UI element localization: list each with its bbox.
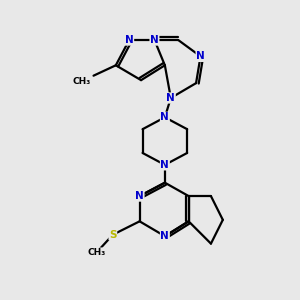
Text: N: N: [150, 35, 159, 45]
Text: S: S: [109, 230, 117, 240]
Text: N: N: [167, 93, 175, 103]
Text: N: N: [160, 231, 169, 241]
Text: N: N: [196, 51, 205, 62]
Text: N: N: [160, 112, 169, 122]
Text: CH₃: CH₃: [87, 248, 106, 257]
Text: CH₃: CH₃: [73, 77, 91, 86]
Text: N: N: [160, 160, 169, 170]
Text: N: N: [135, 191, 144, 201]
Text: N: N: [125, 35, 134, 45]
